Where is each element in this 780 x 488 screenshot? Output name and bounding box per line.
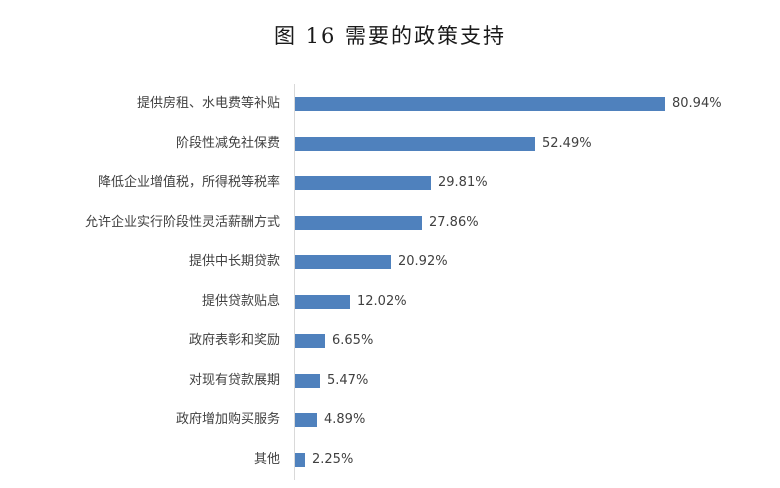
bar: [295, 453, 305, 467]
category-label: 提供中长期贷款: [188, 254, 280, 269]
bar-row: 提供房租、水电费等补贴 80.94%: [0, 94, 780, 114]
category-label: 允许企业实行阶段性灵活薪酬方式: [84, 215, 280, 230]
bar: [295, 97, 665, 111]
category-label: 降低企业增值税，所得税等税率: [97, 175, 280, 190]
bar-row: 允许企业实行阶段性灵活薪酬方式 27.86%: [0, 213, 780, 233]
bar: [295, 137, 535, 151]
value-label: 6.65%: [332, 333, 374, 348]
value-label: 2.25%: [312, 452, 354, 467]
bar-row: 政府表彰和奖励 6.65%: [0, 331, 780, 351]
bar-row: 阶段性减免社保费 52.49%: [0, 134, 780, 154]
value-label: 5.47%: [327, 373, 369, 388]
bar: [295, 216, 422, 230]
bar-row: 对现有贷款展期 5.47%: [0, 371, 780, 391]
bar-row: 提供中长期贷款 20.92%: [0, 252, 780, 272]
bar-row: 其他 2.25%: [0, 450, 780, 470]
value-label: 20.92%: [398, 254, 448, 269]
y-axis-line: [294, 84, 295, 480]
bar-row: 政府增加购买服务 4.89%: [0, 410, 780, 430]
category-label: 政府表彰和奖励: [188, 333, 280, 348]
bar: [295, 374, 320, 388]
value-label: 80.94%: [672, 96, 722, 111]
chart-title: 图 16 需要的政策支持: [273, 24, 507, 48]
category-label: 其他: [253, 452, 280, 467]
category-label: 政府增加购买服务: [175, 412, 280, 427]
bar: [295, 334, 325, 348]
category-label: 阶段性减免社保费: [175, 136, 280, 151]
value-label: 12.02%: [357, 294, 407, 309]
bar-row: 降低企业增值税，所得税等税率 29.81%: [0, 173, 780, 193]
bar-row: 提供贷款贴息 12.02%: [0, 292, 780, 312]
value-label: 27.86%: [429, 215, 479, 230]
bar: [295, 295, 350, 309]
value-label: 29.81%: [438, 175, 488, 190]
category-label: 对现有贷款展期: [188, 373, 280, 388]
bar: [295, 255, 391, 269]
category-label: 提供房租、水电费等补贴: [136, 96, 280, 111]
category-label: 提供贷款贴息: [201, 294, 280, 309]
value-label: 4.89%: [324, 412, 366, 427]
value-label: 52.49%: [542, 136, 592, 151]
bar: [295, 176, 431, 190]
bar: [295, 413, 317, 427]
